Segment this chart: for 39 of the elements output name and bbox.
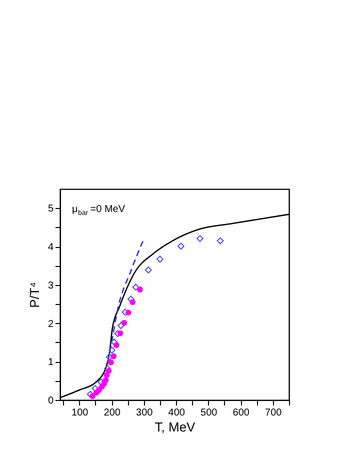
point (110, 353, 116, 360)
x-tick-label: 300 (136, 408, 154, 418)
point (113, 342, 120, 348)
y-tick-label: 0 (48, 396, 54, 406)
point (86, 390, 94, 398)
y-tick-label: 4 (48, 242, 54, 254)
x-tick-label: 200 (104, 408, 121, 418)
point (144, 266, 152, 274)
point (104, 365, 111, 372)
point (90, 393, 96, 400)
point (108, 359, 114, 366)
point (121, 320, 128, 326)
point (216, 237, 224, 244)
point (125, 310, 132, 316)
x-tick-label: 700 (265, 408, 282, 418)
point (130, 299, 136, 306)
x-tick-label: 400 (168, 408, 186, 418)
y-tick-label: 1 (48, 357, 54, 368)
point (128, 296, 134, 303)
x-tick-label: 600 (232, 408, 250, 418)
point (92, 385, 99, 392)
point (117, 330, 124, 336)
point (132, 284, 140, 291)
point (106, 368, 112, 374)
x-tick-label: 100 (72, 408, 89, 418)
point (110, 338, 118, 346)
point (118, 322, 124, 330)
x-axis-title: T, MeV (154, 420, 196, 434)
point (102, 377, 109, 384)
point (177, 242, 184, 250)
point (156, 256, 164, 263)
point (137, 286, 143, 292)
point (196, 235, 204, 242)
y-tick-label: 2 (48, 318, 54, 330)
y-tick-label: 5 (48, 204, 54, 215)
y-axis-title: P/T⁴ (26, 282, 42, 308)
y-tick-label: 3 (48, 280, 54, 292)
point (108, 346, 116, 354)
x-tick-label: 500 (200, 408, 218, 418)
